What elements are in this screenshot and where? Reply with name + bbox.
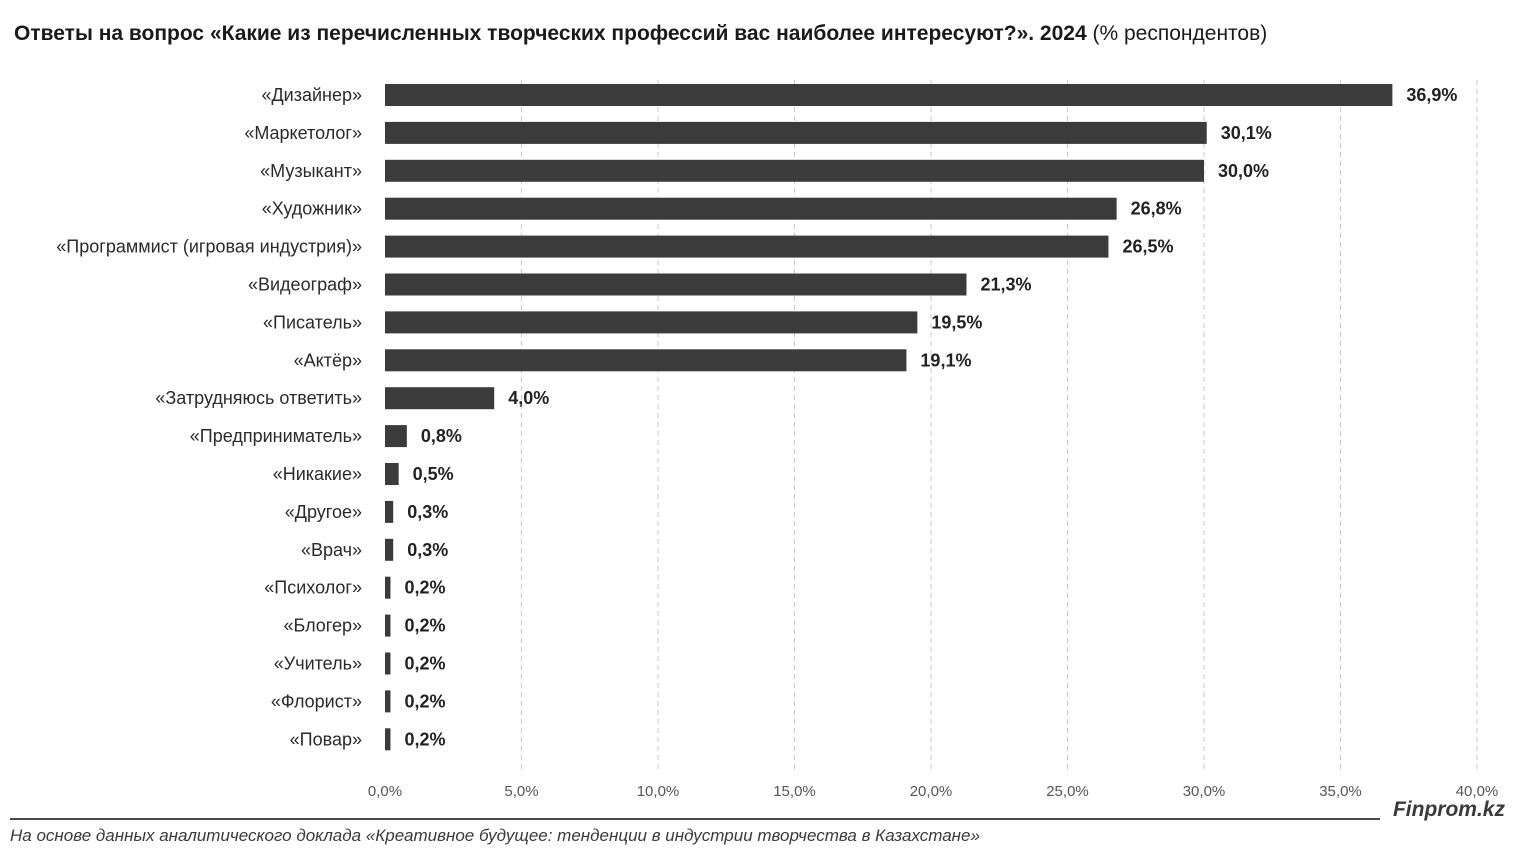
value-label: 0,3% [407,502,448,522]
bar [385,84,1393,106]
bar [385,576,391,599]
value-label: 19,1% [920,350,971,370]
value-label: 0,3% [407,540,448,560]
bar [385,425,407,448]
category-label: «Блогер» [283,616,362,636]
x-tick-label: 25,0% [1046,783,1089,800]
value-label: 0,5% [413,464,454,484]
category-label: «Предприниматель» [190,426,362,446]
x-tick-label: 30,0% [1183,783,1226,800]
brand-logo: Finprom.kz [1392,798,1505,821]
value-label: 30,1% [1221,123,1272,143]
bar [385,690,391,713]
bar [385,349,907,372]
bar [385,311,918,334]
category-label: «Актёр» [294,350,362,370]
chart-title: Ответы на вопрос «Какие из перечисленных… [14,22,1267,46]
grid-lines [521,80,1478,772]
value-labels: 36,9% 30,1% 30,0% 26,8% 26,5% 21,3% 19,5% 19,1%… [404,85,1457,749]
value-label: 0,2% [404,654,445,674]
x-axis-ticks: 0,0% 5,0% 10,0% 15,0% 20,0% 25,0% 30,0% 35,0% 40… [368,783,1498,800]
bar [385,614,391,637]
bar [385,652,391,675]
x-tick-label: 40,0% [1456,783,1499,800]
bar [385,273,967,296]
value-label: 21,3% [980,275,1031,295]
bar [385,500,394,523]
category-label: «Повар» [290,729,362,749]
category-label: «Писатель» [263,312,362,332]
x-tick-label: 10,0% [637,783,680,800]
value-label: 0,2% [404,578,445,598]
category-label: «Музыкант» [260,161,362,181]
bar [385,387,495,410]
value-label: 0,2% [404,729,445,749]
footer-divider [10,818,1380,820]
category-label: «Врач» [301,540,362,560]
category-label: «Программист (игровая индустрия)» [56,237,362,257]
value-label: 0,8% [421,426,462,446]
value-label: 0,2% [404,616,445,636]
bar [385,197,1117,220]
category-label: «Художник» [262,199,362,219]
x-tick-label: 5,0% [504,783,538,800]
category-label: «Затрудняюсь ответить» [155,388,362,408]
x-tick-label: 0,0% [368,783,402,800]
category-label: «Психолог» [264,578,362,598]
bar [385,463,399,485]
value-label: 36,9% [1406,85,1457,105]
value-label: 4,0% [508,388,549,408]
bar [385,121,1207,144]
bars [385,84,1393,751]
value-label: 26,8% [1131,199,1182,219]
x-tick-label: 15,0% [773,783,816,800]
category-label: «Видеограф» [248,275,362,295]
category-labels: «Дизайнер» «Маркетолог» «Музыкант» «Художни… [56,85,362,749]
x-tick-label: 35,0% [1319,783,1362,800]
source-note: На основе данных аналитического доклада … [10,826,980,845]
value-label: 0,2% [404,691,445,711]
x-tick-label: 20,0% [910,783,953,800]
value-label: 26,5% [1122,237,1173,257]
value-label: 19,5% [931,312,982,332]
chart-title-unit: (% респондентов) [1092,22,1268,45]
bar [385,235,1109,258]
category-label: «Маркетолог» [244,123,362,143]
category-label: «Дизайнер» [261,85,362,105]
category-label: «Другое» [285,502,362,522]
bar-chart: «Дизайнер» «Маркетолог» «Музыкант» «Художни… [56,80,1498,800]
bar [385,159,1204,182]
category-label: «Флорист» [271,691,362,711]
bar [385,538,394,561]
category-label: «Никакие» [273,464,362,484]
bar [385,728,391,751]
value-label: 30,0% [1218,161,1269,181]
category-label: «Учитель» [274,654,362,674]
chart-title-main: Ответы на вопрос «Какие из перечисленных… [14,22,1087,45]
